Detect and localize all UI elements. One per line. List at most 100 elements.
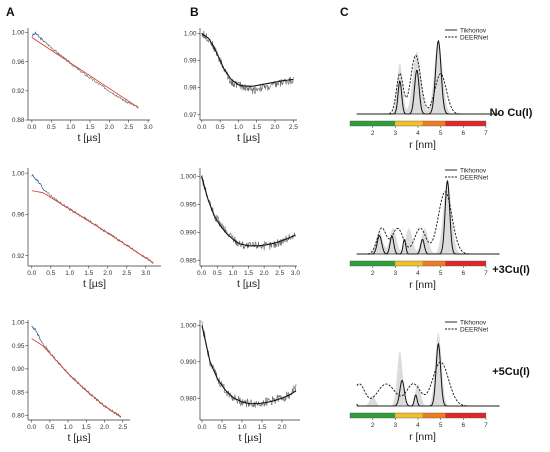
y-tick-label: 0.99 <box>184 58 197 65</box>
scale-segment <box>350 121 396 126</box>
chart-b3: 0.0 0.5 1.0 1.5 2.0 0.980 0.990 1.000 t [µs] <box>180 320 300 444</box>
series-deernet <box>356 361 500 407</box>
x-tick-label: 0.5 <box>46 270 55 277</box>
x-tick-label: 6 <box>461 270 465 277</box>
y-tick-label: 0.80 <box>12 413 25 420</box>
x-tick-label: 1.5 <box>85 124 94 131</box>
x-tick-label: 0.5 <box>47 124 56 131</box>
x-tick-label: 0.0 <box>27 124 36 131</box>
x-tick-label: 2.5 <box>124 124 133 131</box>
condition-label-2: +3Cu(I) <box>492 264 530 276</box>
legend-label-1: Tikhonov <box>460 319 487 326</box>
x-tick-label: 1.0 <box>64 424 73 431</box>
series-band <box>356 180 500 254</box>
series-raw <box>201 30 294 95</box>
y-tick-label: 1.00 <box>184 31 197 38</box>
series-tikhonov <box>356 342 500 407</box>
x-tick-label: 3 <box>394 270 398 277</box>
scale-segment <box>350 413 396 418</box>
x-tick-label: 0.5 <box>45 424 54 431</box>
x-tick-label: 7 <box>484 422 488 429</box>
x-axis-label: t [µs] <box>237 278 260 290</box>
series-raw <box>201 174 296 251</box>
series-raw-early <box>31 31 45 43</box>
x-axis-label: t [µs] <box>83 278 106 290</box>
chart-a1: 0.0 0.5 1.0 1.5 2.0 2.5 3.0 0.88 0.92 0.96 1.00 t [… <box>12 28 153 144</box>
x-tick-label: 7 <box>484 130 488 137</box>
y-tick-label: 0.990 <box>180 230 197 237</box>
x-tick-label: 2.0 <box>103 270 112 277</box>
x-tick-label: 4 <box>416 130 420 137</box>
scale-segment <box>350 261 396 266</box>
panel-label-a: A <box>6 5 15 19</box>
x-tick-label: 5 <box>439 130 443 137</box>
x-tick-label: 1.5 <box>82 424 91 431</box>
x-tick-label: 0.0 <box>197 124 206 131</box>
x-tick-label: 2 <box>371 270 375 277</box>
x-axis-label: r [nm] <box>409 279 436 291</box>
series-raw <box>31 174 154 264</box>
x-tick-label: 2.0 <box>100 424 109 431</box>
x-tick-label: 1.5 <box>244 270 253 277</box>
x-tick-label: 5 <box>439 422 443 429</box>
y-tick-label: 0.96 <box>12 59 25 66</box>
series-fit <box>201 325 297 405</box>
x-tick-label: 4 <box>416 422 420 429</box>
x-tick-label: 7 <box>484 270 488 277</box>
x-tick-label: 3.0 <box>291 270 300 277</box>
x-tick-label: 1.0 <box>228 270 237 277</box>
y-tick-label: 0.990 <box>180 359 197 366</box>
condition-label-1: No Cu(I) <box>490 107 533 119</box>
y-tick-label: 0.980 <box>180 395 197 402</box>
x-tick-label: 2.0 <box>105 124 114 131</box>
x-tick-label: 2.5 <box>275 270 284 277</box>
x-tick-label: 1.0 <box>65 270 74 277</box>
series-band <box>356 40 500 114</box>
series-deernet <box>356 54 500 115</box>
scale-segment <box>395 121 423 126</box>
x-axis-label: t [µs] <box>237 132 260 144</box>
x-tick-label: 2 <box>371 422 375 429</box>
x-tick-label: 2.5 <box>118 424 127 431</box>
series-background <box>31 37 139 108</box>
x-tick-label: 6 <box>461 130 465 137</box>
x-tick-label: 3 <box>394 130 398 137</box>
x-tick-label: 4 <box>416 270 420 277</box>
y-tick-label: 1.00 <box>12 170 25 177</box>
scale-segment <box>422 121 446 126</box>
x-tick-label: 2.0 <box>260 270 269 277</box>
x-tick-label: 2.0 <box>277 424 286 431</box>
x-tick-label: 2 <box>371 130 375 137</box>
chart-a3: 0.0 0.5 1.0 1.5 2.0 2.5 0.80 0.85 0.90 0.95 1.00 t … <box>12 320 130 444</box>
x-tick-label: 1.0 <box>237 424 246 431</box>
y-tick-label: 1.00 <box>12 320 25 327</box>
x-tick-label: 3.0 <box>141 270 150 277</box>
series-raw <box>31 31 139 109</box>
series-background <box>31 338 122 418</box>
series-fit <box>201 176 296 247</box>
x-tick-label: 3 <box>394 422 398 429</box>
series-raw <box>31 326 122 418</box>
chart-b2: 0.0 0.5 1.0 1.5 2.0 2.5 3.0 0.985 0.990 0.995 1.00… <box>180 168 300 290</box>
legend-label-2: DEERNet <box>460 174 488 181</box>
y-tick-label: 0.85 <box>12 389 25 396</box>
y-tick-label: 0.995 <box>180 202 197 209</box>
y-tick-label: 0.95 <box>12 343 25 350</box>
x-axis-label: t [µs] <box>68 432 91 444</box>
x-axis-label: r [nm] <box>409 431 436 443</box>
x-tick-label: 0.0 <box>27 424 36 431</box>
series-background <box>31 190 154 264</box>
y-tick-label: 1.000 <box>180 323 197 330</box>
chart-b1: 0.0 0.5 1.0 1.5 2.0 2.5 0.97 0.98 0.99 1.00 t [µs] <box>184 28 298 144</box>
x-tick-label: 1.5 <box>257 424 266 431</box>
x-tick-label: 1.5 <box>252 124 261 131</box>
scale-segment <box>445 121 486 126</box>
x-tick-label: 5 <box>439 270 443 277</box>
series-raw <box>201 321 297 409</box>
x-tick-label: 3.0 <box>144 124 153 131</box>
x-tick-label: 1.0 <box>234 124 243 131</box>
x-axis-label: r [nm] <box>409 139 436 151</box>
panel-label-b: B <box>190 5 199 19</box>
